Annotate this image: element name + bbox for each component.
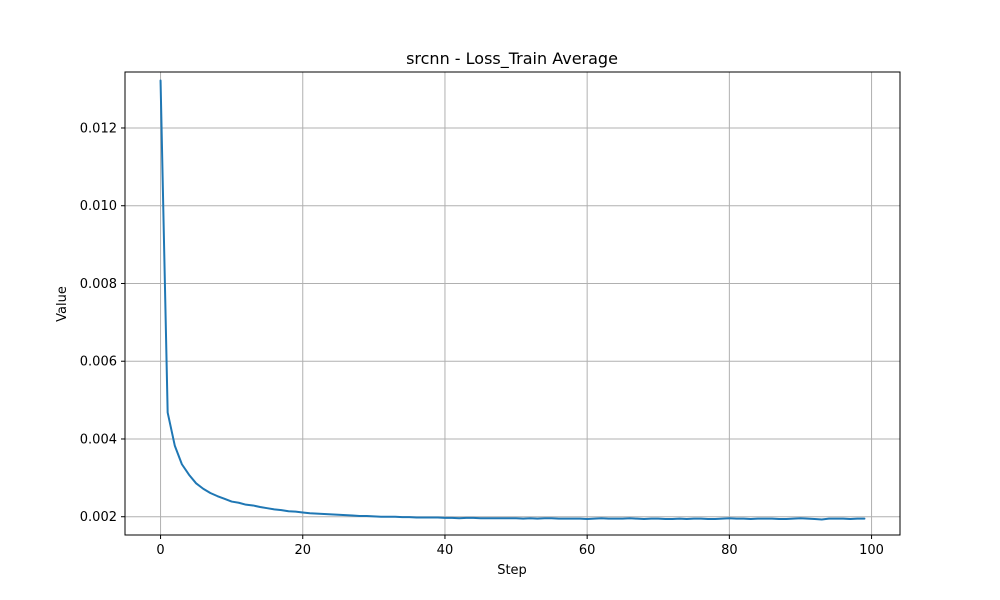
chart-title: srcnn - Loss_Train Average	[406, 49, 618, 69]
y-tick-label: 0.008	[80, 277, 117, 292]
x-tick-label: 100	[859, 543, 884, 558]
x-axis-ticks: 0 20 40 60 80 100	[156, 535, 884, 558]
x-tick-label: 40	[437, 543, 454, 558]
y-tick-label: 0.012	[80, 121, 117, 136]
y-axis-ticks: 0.002 0.004 0.006 0.008 0.010 0.012	[80, 121, 125, 525]
x-tick-label: 0	[156, 543, 164, 558]
x-axis-label: Step	[497, 563, 527, 578]
y-axis-label: Value	[55, 286, 70, 322]
series-layer	[159, 79, 866, 521]
series-line	[159, 79, 866, 521]
x-tick-label: 20	[294, 543, 311, 558]
y-tick-label: 0.010	[80, 199, 117, 214]
x-tick-label: 60	[579, 543, 596, 558]
x-tick-label: 80	[721, 543, 738, 558]
plot-frame	[124, 71, 901, 536]
y-tick-label: 0.002	[80, 510, 117, 525]
y-tick-label: 0.006	[80, 355, 117, 370]
y-gridlines	[125, 127, 900, 518]
y-tick-label: 0.004	[80, 432, 117, 447]
x-gridlines	[160, 72, 873, 535]
